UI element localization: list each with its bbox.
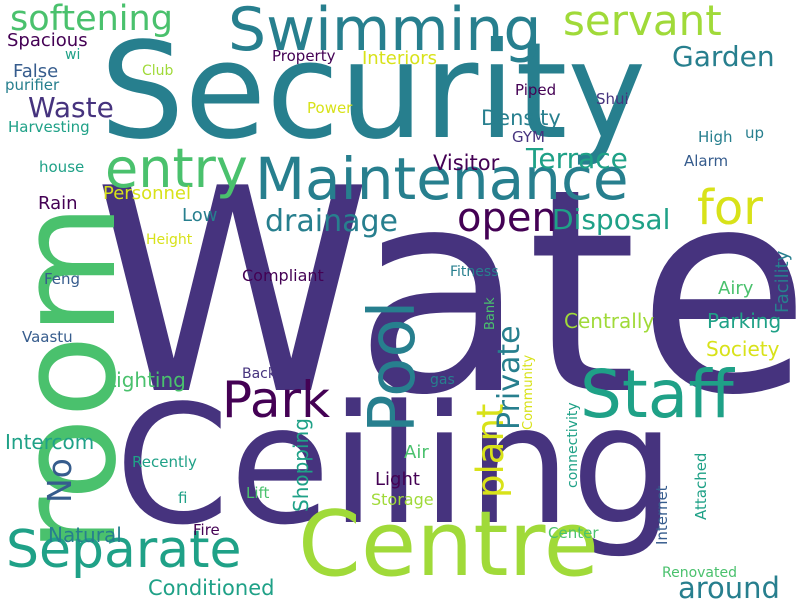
word-storage: Storage: [371, 490, 434, 509]
word-height: Height: [146, 232, 193, 248]
word-fire: Fire: [193, 521, 220, 539]
word-parking: Parking: [707, 309, 782, 333]
word-pool: Pool: [356, 300, 430, 433]
word-gym: GYM: [512, 128, 545, 146]
word-softening: softening: [10, 0, 173, 39]
word-interiors: Interiors: [362, 48, 438, 69]
word-air: Air: [404, 442, 429, 463]
word-swimming: Swimming: [228, 0, 542, 65]
word-for: for: [697, 180, 763, 236]
word-waste: Waste: [28, 91, 114, 124]
word-no: No: [40, 458, 79, 503]
word-attached: Attached: [692, 452, 710, 520]
word-ceiling: Ceiling: [115, 370, 676, 561]
word-disposal: Disposal: [552, 203, 671, 236]
word-compliant: Compliant: [242, 266, 324, 285]
word-fitness: Fitness: [450, 264, 499, 280]
word-power: Power: [307, 99, 353, 117]
word-high: High: [698, 128, 733, 146]
word-false: False: [13, 61, 59, 82]
word-light: Light: [375, 469, 420, 490]
word-conditioned: Conditioned: [148, 576, 275, 600]
word-house: house: [39, 158, 85, 176]
word-back: Back: [242, 366, 276, 382]
word-up: up: [745, 124, 765, 142]
word-community: Community: [521, 354, 536, 430]
word-entry: entry: [105, 137, 248, 200]
word-club: Club: [142, 63, 174, 79]
word-terrace: Terrace: [526, 142, 628, 175]
word-piped: Piped: [515, 81, 557, 99]
word-fi: fi: [178, 489, 188, 507]
word-vaastu: Vaastu: [22, 328, 73, 346]
word-rain: Rain: [38, 193, 78, 214]
word-staff: Staff: [580, 356, 734, 433]
word-garden: Garden: [672, 40, 775, 73]
word-security: Security: [100, 15, 647, 169]
word-shopping: Shopping: [289, 418, 313, 512]
word-center: Center: [548, 524, 599, 542]
word-connectivity: connectivity: [565, 402, 581, 488]
word-bank: Bank: [483, 297, 498, 330]
word-natural: Natural: [48, 523, 122, 547]
word-visitor: Visitor: [433, 151, 500, 175]
word-feng: Feng: [44, 270, 81, 288]
word-society: Society: [706, 337, 780, 361]
word-alarm: Alarm: [684, 152, 729, 170]
word-renovated: Renovated: [662, 565, 738, 581]
word-density: Density: [481, 106, 561, 130]
word-internet: Internet: [653, 485, 671, 545]
word-low: Low: [182, 205, 218, 226]
word-park: Park: [222, 371, 331, 429]
word-separate: Separate: [6, 520, 242, 580]
word-facility: Facility: [772, 250, 793, 313]
word-purifier: purifier: [5, 76, 60, 94]
word-shui: Shui: [596, 90, 629, 108]
word-gas: gas: [430, 372, 455, 388]
word-intercom: Intercom: [5, 430, 95, 454]
word-property: Property: [272, 47, 336, 65]
word-maintenance: Maintenance: [255, 145, 629, 213]
word-lighting: Lighting: [105, 368, 186, 392]
word-around: around: [678, 571, 780, 600]
word-lift: Lift: [246, 484, 270, 502]
word-spacious: Spacious: [7, 30, 88, 51]
word-drainage: drainage: [265, 204, 398, 239]
word-centre: Centre: [298, 492, 599, 597]
word-harvesting: Harvesting: [8, 118, 90, 136]
word-open: open: [457, 195, 557, 241]
word-servant: servant: [563, 0, 722, 45]
word-water: Water: [93, 128, 800, 457]
word-wi: wi: [65, 47, 81, 63]
word-centrally: Centrally: [564, 309, 655, 333]
word-personnel: Personnel: [103, 183, 191, 204]
word-airy: Airy: [718, 278, 754, 299]
word-recently: Recently: [132, 453, 197, 471]
